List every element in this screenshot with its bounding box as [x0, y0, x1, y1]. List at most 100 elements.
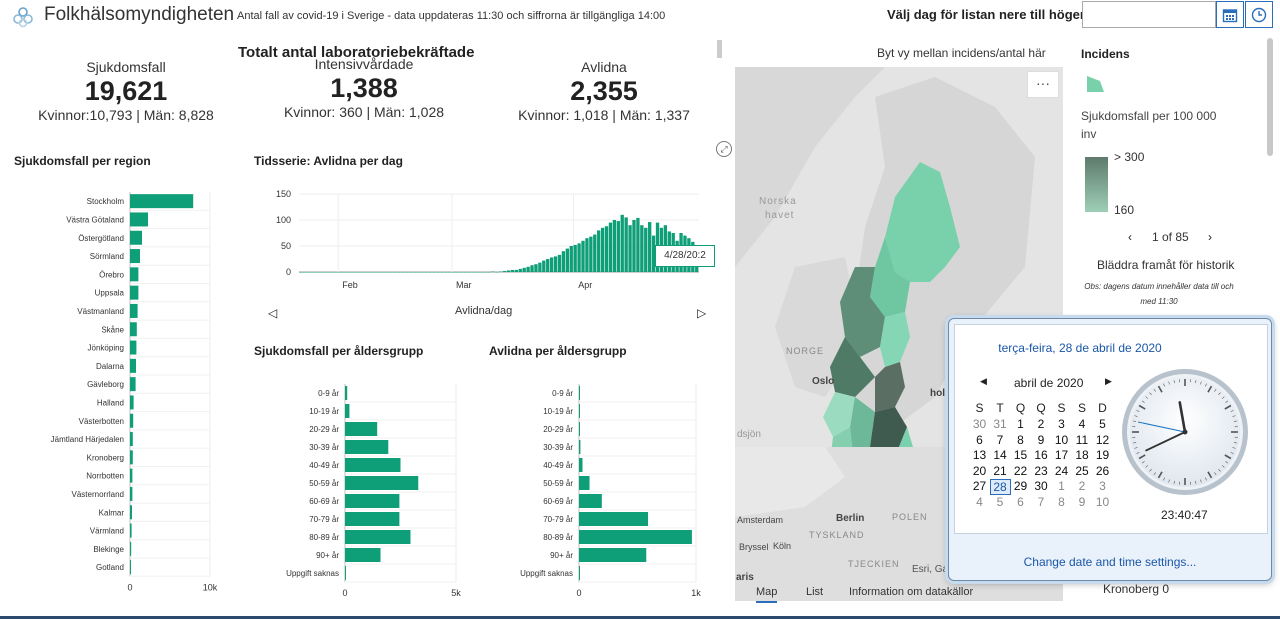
bar	[377, 272, 381, 273]
date-input[interactable]	[1082, 1, 1216, 28]
calendar-day[interactable]: 25	[1075, 463, 1089, 478]
calendar-day[interactable]: 15	[1013, 448, 1028, 462]
bar	[600, 227, 605, 272]
bar	[487, 272, 491, 273]
category-label: 90+ år	[316, 551, 339, 560]
bar	[373, 272, 377, 273]
calendar-day[interactable]: 8	[1058, 494, 1065, 509]
expand-icon[interactable]: ⤢	[716, 141, 732, 157]
calendar-day[interactable]: 13	[972, 448, 987, 462]
tab-list[interactable]: List	[806, 586, 824, 598]
time-button[interactable]	[1245, 1, 1273, 28]
category-label: 70-79 år	[543, 515, 573, 524]
timeseries-prev-icon[interactable]: ◁	[268, 306, 278, 320]
calendar-day[interactable]: 11	[1075, 432, 1089, 447]
calendar-day[interactable]: 10	[1095, 494, 1110, 509]
calendar-day[interactable]: 1	[1017, 417, 1024, 431]
calendar-next-icon[interactable]: ▶	[1105, 376, 1112, 386]
bar	[518, 268, 522, 272]
legend-description: Sjukdomsfall per 100 000 inv	[1081, 109, 1217, 141]
stat-icu: Intensivvårdade 1,388 Kvinnor: 360 | Män…	[264, 56, 464, 121]
calendar-day[interactable]: 8	[1017, 432, 1024, 447]
calendar-day[interactable]: 3	[1099, 479, 1106, 493]
calendar-day[interactable]: 30	[1034, 479, 1048, 493]
calendar-day[interactable]: 29	[1013, 479, 1028, 493]
timeseries-next-icon[interactable]: ▷	[697, 306, 707, 320]
x-tick-label: 1k	[691, 588, 701, 598]
calendar-day[interactable]: 9	[1078, 494, 1086, 509]
legend-scrollbar[interactable]	[1267, 38, 1273, 156]
clock-tick	[1221, 465, 1225, 468]
category-label: 90+ år	[550, 551, 573, 560]
calendar-prev-icon[interactable]: ◀	[980, 376, 987, 386]
map-menu-button[interactable]: ···	[1027, 71, 1059, 98]
calendar-day[interactable]: 6	[976, 432, 983, 447]
calendar-day[interactable]: 4	[1078, 417, 1086, 431]
map-view-toggle-hint[interactable]: Byt vy mellan incidens/antal här	[877, 46, 1046, 60]
calendar-day[interactable]: 31	[993, 417, 1007, 431]
calendar-day[interactable]: 1	[1058, 479, 1065, 493]
bar	[597, 230, 601, 272]
bar	[130, 432, 133, 447]
bar	[326, 272, 330, 273]
bar	[491, 271, 495, 272]
bar	[404, 272, 409, 273]
pager-next-icon[interactable]: ›	[1208, 230, 1212, 244]
calendar-day[interactable]: 23	[1034, 463, 1048, 478]
calendar-day[interactable]: 18	[1075, 448, 1089, 462]
calendar-day[interactable]: 16	[1034, 448, 1048, 462]
clock-tick	[1168, 479, 1170, 483]
y-tick-label: 50	[281, 241, 291, 251]
bar	[130, 468, 133, 483]
calendar-day[interactable]: 5	[1099, 417, 1106, 431]
legend-low-label: 160	[1114, 203, 1135, 217]
calendar-month-label[interactable]: abril de 2020	[1014, 376, 1084, 390]
calendar-day[interactable]: 2	[1037, 417, 1045, 431]
tab-map[interactable]: Map	[756, 586, 778, 603]
calendar-day[interactable]: 9	[1037, 432, 1045, 447]
calendar-day[interactable]: 6	[1017, 494, 1024, 509]
calendar-day[interactable]: 19	[1095, 448, 1110, 462]
calendar-day[interactable]: 17	[1054, 448, 1069, 462]
calendar-day[interactable]: 10	[1054, 432, 1069, 447]
bar	[345, 512, 400, 526]
calendar-day[interactable]: 20	[972, 463, 987, 478]
calendar-day[interactable]: 5	[996, 494, 1004, 509]
calendar-day[interactable]: 28	[989, 479, 1011, 495]
tab-data-sources[interactable]: Information om datakällor	[849, 586, 974, 598]
bar	[451, 272, 456, 273]
timeseries-title: Tidsserie: Avlidna per dag	[254, 154, 403, 168]
clock-tick	[1195, 480, 1197, 484]
map-label-norska: Norska	[759, 196, 797, 207]
timeseries-tooltip: 4/28/20:2	[655, 245, 715, 267]
pager-prev-icon[interactable]: ‹	[1128, 230, 1132, 244]
bar	[526, 266, 530, 272]
bar	[130, 450, 133, 465]
age-cases-bar-chart: 0-9 år 10-19 år 20-29 år 30-39 år 40-49 år 50…	[286, 384, 461, 598]
change-datetime-settings-link[interactable]: Change date and time settings...	[1023, 555, 1197, 569]
calendar-day[interactable]: 14	[993, 448, 1007, 462]
calendar-day[interactable]: 3	[1058, 417, 1065, 431]
panel-scrollbar[interactable]	[717, 40, 722, 58]
bar	[130, 194, 194, 209]
calendar-day[interactable]: 7	[996, 432, 1004, 447]
calendar-day[interactable]: 2	[1078, 479, 1086, 493]
calendar-day[interactable]: 12	[1095, 432, 1110, 447]
deaths-timeseries-chart: 0 50 100 150 Feb Mar Apr	[276, 189, 699, 290]
bar	[432, 272, 436, 273]
x-tick-label: Feb	[342, 280, 358, 290]
calendar-day[interactable]: 30	[972, 417, 987, 431]
calendar-day[interactable]: 26	[1095, 463, 1110, 478]
calendar-day[interactable]: 4	[976, 494, 983, 509]
weekday-header: D	[1098, 401, 1107, 415]
bar	[569, 246, 573, 272]
calendar-day[interactable]: 7	[1037, 494, 1045, 509]
calendar-day[interactable]: 22	[1013, 463, 1028, 478]
map-label-oslo: Oslo	[812, 376, 835, 387]
calendar-day[interactable]: 21	[993, 463, 1007, 478]
category-label: Västernorrland	[72, 490, 124, 499]
calendar-day[interactable]: 24	[1054, 463, 1069, 478]
popup-long-date[interactable]: terça-feira, 28 de abril de 2020	[998, 341, 1162, 355]
calendar-day[interactable]: 27	[972, 479, 987, 493]
calendar-button[interactable]	[1216, 1, 1244, 28]
